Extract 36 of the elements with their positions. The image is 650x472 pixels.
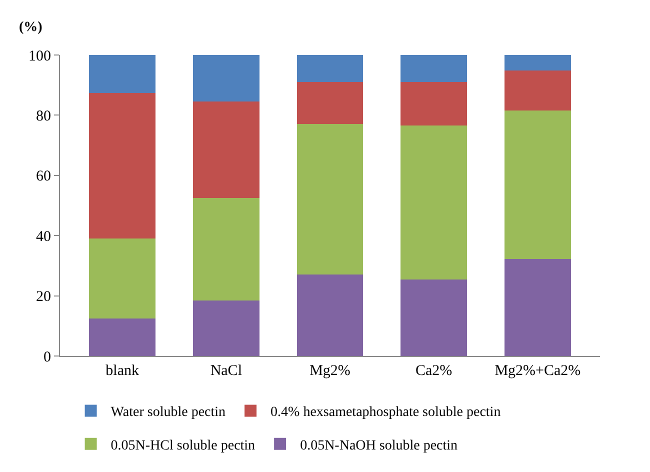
legend-label: 0.05N-NaOH soluble pectin: [300, 438, 458, 454]
bar: [296, 274, 364, 356]
bar: [89, 55, 156, 94]
x-tick-label: Ca2%: [416, 363, 452, 379]
bar: [89, 238, 156, 318]
y-axis-title: (%): [19, 20, 43, 35]
bar: [296, 82, 364, 124]
bar: [400, 82, 468, 126]
bar: [400, 279, 468, 356]
legend-label: 0.05N-HCl soluble pectin: [110, 438, 256, 454]
bar: [400, 126, 468, 280]
bar: [296, 55, 364, 82]
legend-label: Water soluble pectin: [110, 405, 226, 420]
x-tick-label: Mg2%: [310, 363, 350, 379]
bar: [504, 258, 571, 356]
x-tick-label: blank: [106, 363, 140, 379]
legend-label: 0.4% hexsametaphosphate soluble pectin: [270, 405, 501, 420]
bar: [192, 55, 260, 102]
bar: [192, 300, 260, 356]
y-tick-label: 0: [44, 349, 51, 366]
y-tick-label: 100: [28, 48, 51, 64]
bar: [504, 110, 571, 259]
y-tick-label: 40: [36, 228, 51, 245]
bar: [504, 55, 571, 71]
x-tick-label: Mg2%+Ca2%: [494, 363, 581, 379]
x-tick-label: NaCl: [210, 363, 242, 379]
y-tick-label: 20: [36, 289, 51, 306]
y-tick-label: 80: [36, 108, 51, 124]
bar: [192, 198, 260, 300]
bar: [504, 70, 571, 111]
y-tick-label: 60: [36, 168, 51, 185]
bar: [89, 318, 156, 356]
bar: [89, 93, 156, 239]
bar: [192, 102, 260, 198]
bar: [400, 55, 468, 82]
bar: [296, 124, 364, 275]
